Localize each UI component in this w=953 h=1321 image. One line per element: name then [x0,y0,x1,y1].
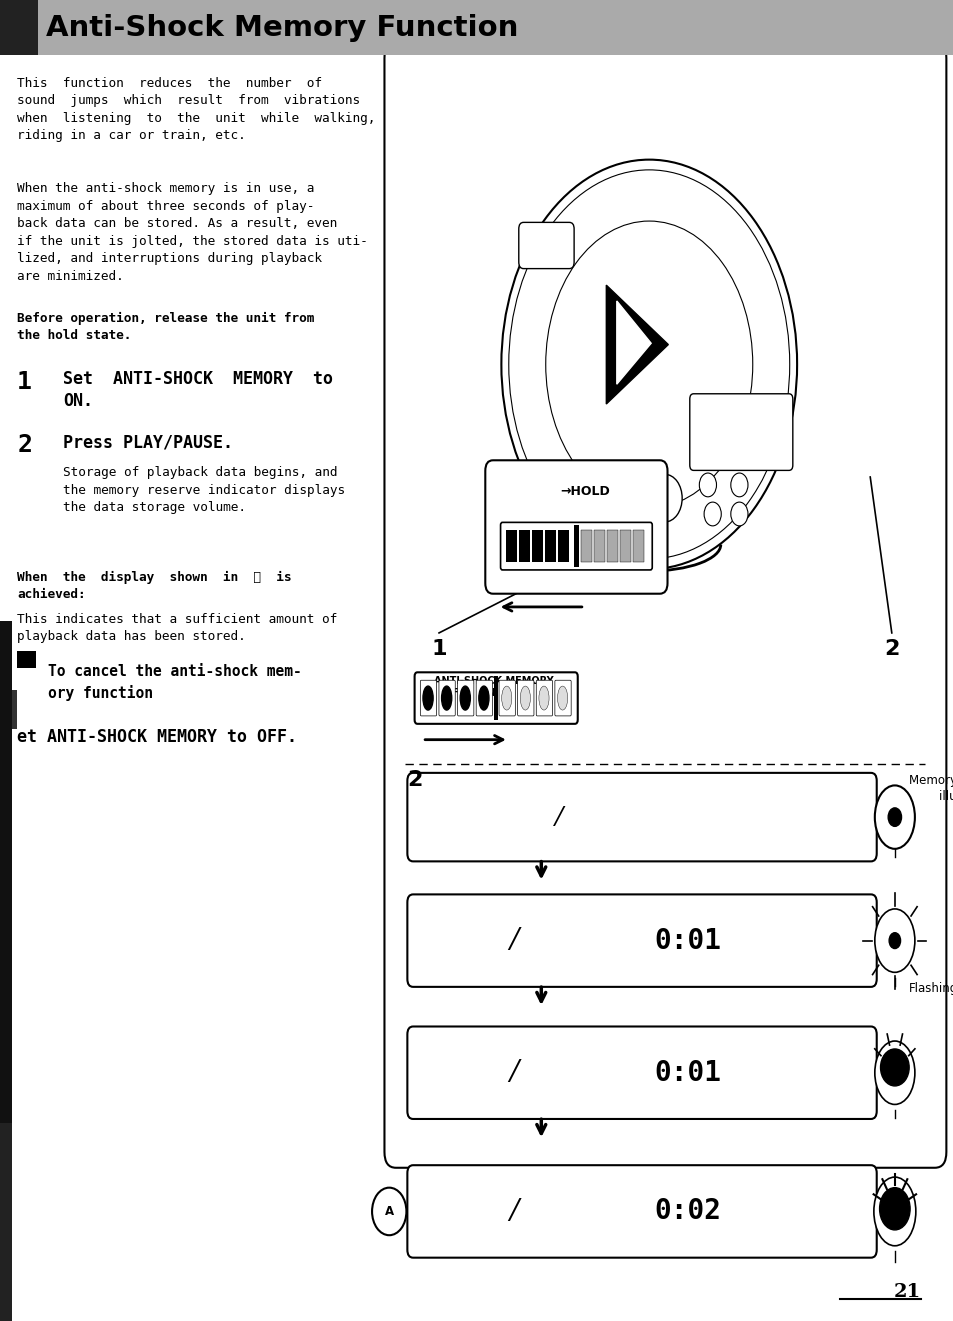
Bar [558,530,568,561]
Circle shape [372,1188,406,1235]
Ellipse shape [478,686,489,711]
Circle shape [501,160,797,569]
FancyBboxPatch shape [518,222,574,268]
Bar [518,530,529,561]
FancyBboxPatch shape [689,394,792,470]
Circle shape [647,474,681,522]
Circle shape [730,502,747,526]
FancyBboxPatch shape [0,0,953,9]
Bar [545,530,556,561]
Bar [607,530,618,561]
Text: /: / [555,806,563,828]
Text: This indicates that a sufficient amount of
playback data has been stored.: This indicates that a sufficient amount … [17,613,337,643]
Text: /: / [509,927,518,954]
Text: Anti-Shock Memory Function: Anti-Shock Memory Function [46,13,517,42]
Circle shape [887,808,901,827]
Text: This  function  reduces  the  number  of
sound  jumps  which  result  from  vibr: This function reduces the number of soun… [17,77,375,143]
Text: 0:01: 0:01 [654,1058,720,1087]
FancyBboxPatch shape [384,42,945,1168]
FancyBboxPatch shape [407,1165,876,1258]
Circle shape [888,933,900,948]
FancyBboxPatch shape [536,680,552,716]
Text: Set  ANTI-SHOCK  MEMORY  to
ON.: Set ANTI-SHOCK MEMORY to ON. [63,370,333,410]
Text: A: A [384,1205,394,1218]
Bar [0,621,12,1321]
Polygon shape [617,301,651,384]
Ellipse shape [874,786,914,849]
Ellipse shape [873,1177,915,1246]
Circle shape [703,502,720,526]
Text: 1: 1 [431,639,446,659]
Bar [17,651,36,668]
Text: Press PLAY/PAUSE.: Press PLAY/PAUSE. [63,433,233,452]
Text: When the anti-shock memory is in use, a
maximum of about three seconds of play-
: When the anti-shock memory is in use, a … [17,182,368,283]
Text: Memory reserve indicator
        illuminate: Memory reserve indicator illuminate [908,774,953,803]
Text: When  the  display  shown  in  Ⓐ  is
achieved:: When the display shown in Ⓐ is achieved: [17,571,292,601]
Bar [532,530,542,561]
Text: /: / [509,1059,518,1086]
Text: et ANTI-SHOCK MEMORY to OFF.: et ANTI-SHOCK MEMORY to OFF. [17,728,297,746]
Bar [0,1123,12,1321]
Text: Storage of playback data begins, and
the memory reserve indicator displays
the d: Storage of playback data begins, and the… [63,466,345,514]
FancyBboxPatch shape [438,680,455,716]
Ellipse shape [459,686,470,711]
Text: 1: 1 [17,370,32,394]
Ellipse shape [879,1188,909,1230]
FancyBboxPatch shape [517,680,534,716]
Bar [494,676,497,720]
Ellipse shape [501,686,512,711]
Ellipse shape [880,1049,908,1086]
Bar [506,530,517,561]
Text: /: / [509,1198,518,1225]
Ellipse shape [441,686,452,711]
FancyBboxPatch shape [420,680,436,716]
Text: Flashing: Flashing [908,982,953,995]
FancyBboxPatch shape [0,0,38,55]
Ellipse shape [519,686,530,711]
Ellipse shape [538,686,549,711]
Bar [0,690,17,729]
Bar [573,524,578,567]
Ellipse shape [557,686,567,711]
FancyBboxPatch shape [457,680,474,716]
Text: ANTI-SHOCK MEMORY
   OFF    ON: ANTI-SHOCK MEMORY OFF ON [434,676,553,697]
Text: 2: 2 [17,433,32,457]
FancyBboxPatch shape [407,773,876,861]
Text: 2: 2 [407,770,422,790]
Ellipse shape [422,686,433,711]
FancyBboxPatch shape [485,460,667,593]
FancyBboxPatch shape [407,894,876,987]
Bar [619,530,630,561]
FancyBboxPatch shape [415,672,578,724]
FancyBboxPatch shape [500,522,652,569]
Text: 21: 21 [892,1283,920,1301]
Text: 2: 2 [883,639,899,659]
Text: To cancel the anti-shock mem-
ory function: To cancel the anti-shock mem- ory functi… [48,664,301,700]
FancyBboxPatch shape [476,680,492,716]
Text: 0:01: 0:01 [654,926,720,955]
FancyBboxPatch shape [407,1026,876,1119]
FancyBboxPatch shape [498,680,515,716]
FancyBboxPatch shape [555,680,571,716]
Ellipse shape [874,909,914,972]
Circle shape [699,473,716,497]
Bar [580,530,591,561]
FancyBboxPatch shape [0,0,953,55]
Text: →HOLD: →HOLD [559,485,609,498]
Bar [594,530,604,561]
Text: 0:02: 0:02 [654,1197,720,1226]
Ellipse shape [874,1041,914,1104]
Circle shape [730,473,747,497]
Bar [633,530,643,561]
Polygon shape [606,285,668,404]
Text: Before operation, release the unit from
the hold state.: Before operation, release the unit from … [17,312,314,342]
